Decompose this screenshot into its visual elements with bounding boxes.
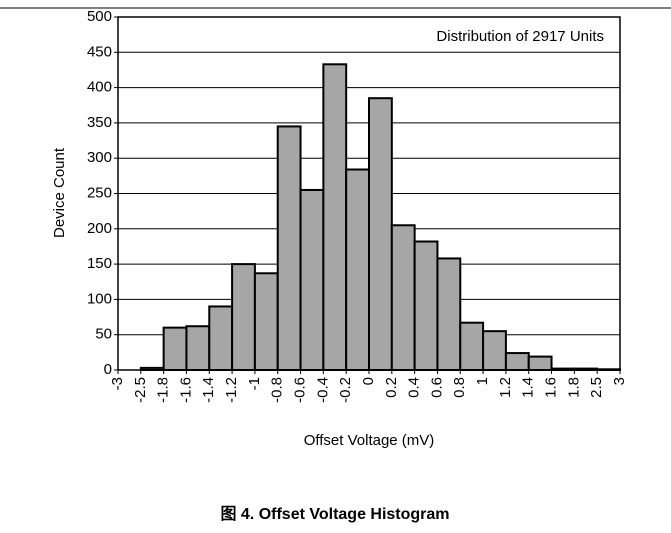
y-tick-label: 50 [95,326,112,343]
x-tick-label: 2.5 [588,377,605,398]
plot-frame [117,16,621,371]
y-tick-label: 300 [87,149,112,166]
y-tick-label: 100 [87,290,112,307]
bar [253,272,279,372]
bar [162,326,188,372]
y-tick-label: 250 [87,184,112,201]
x-tick-label: 0.8 [451,377,468,398]
x-tick-label: -0.2 [337,377,354,403]
bar [276,125,302,372]
x-tick-label: 0.6 [428,377,445,398]
bar [368,97,393,371]
y-tick-label: 350 [87,114,112,131]
x-tick-label: -1.6 [177,377,194,403]
bar [504,352,530,371]
bar [436,257,462,371]
x-tick-label: 1.4 [520,377,537,398]
x-tick-label: 1.8 [565,377,582,398]
bar [185,325,211,371]
x-tick-label: -1.8 [155,377,172,403]
bar [322,63,348,371]
x-tick-label: 1.2 [497,377,514,398]
y-tick-label: 200 [87,220,112,237]
bar [299,188,325,371]
x-axis-label: Offset Voltage (mV) [304,432,435,449]
x-tick-label: -1 [246,377,263,390]
x-tick-label: 0 [360,377,377,385]
caption: 图 4. Offset Voltage Histogram [220,505,449,523]
x-tick-label: -0.6 [292,377,309,403]
x-tick-label: 0.4 [406,377,423,398]
x-tick-label: -3 [109,377,126,390]
x-tick-label: -1.2 [223,377,240,403]
y-tick-label: 0 [104,361,112,378]
x-tick-label: 0.2 [383,377,400,398]
bar [390,224,416,371]
y-tick-label: 500 [87,8,112,25]
x-tick-label: -0.8 [269,377,286,403]
annotation: Distribution of 2917 Units [436,28,604,45]
x-tick-label: 1 [474,377,491,385]
y-tick-label: 450 [87,43,112,60]
bar [345,168,371,371]
bar [527,355,553,371]
x-tick-label: -0.4 [314,377,331,403]
bar [231,263,256,372]
bar [459,321,485,371]
x-tick-label: -2.5 [132,377,149,403]
x-tick-label: 1.6 [543,377,560,398]
y-tick-label: 150 [87,255,112,272]
y-axis-label: Device Count [51,147,68,238]
bar [482,330,507,372]
x-tick-label: 3 [611,377,628,385]
bar [208,305,234,371]
bar [413,240,439,371]
y-tick-label: 400 [87,79,112,96]
x-tick-label: -1.4 [200,377,217,403]
